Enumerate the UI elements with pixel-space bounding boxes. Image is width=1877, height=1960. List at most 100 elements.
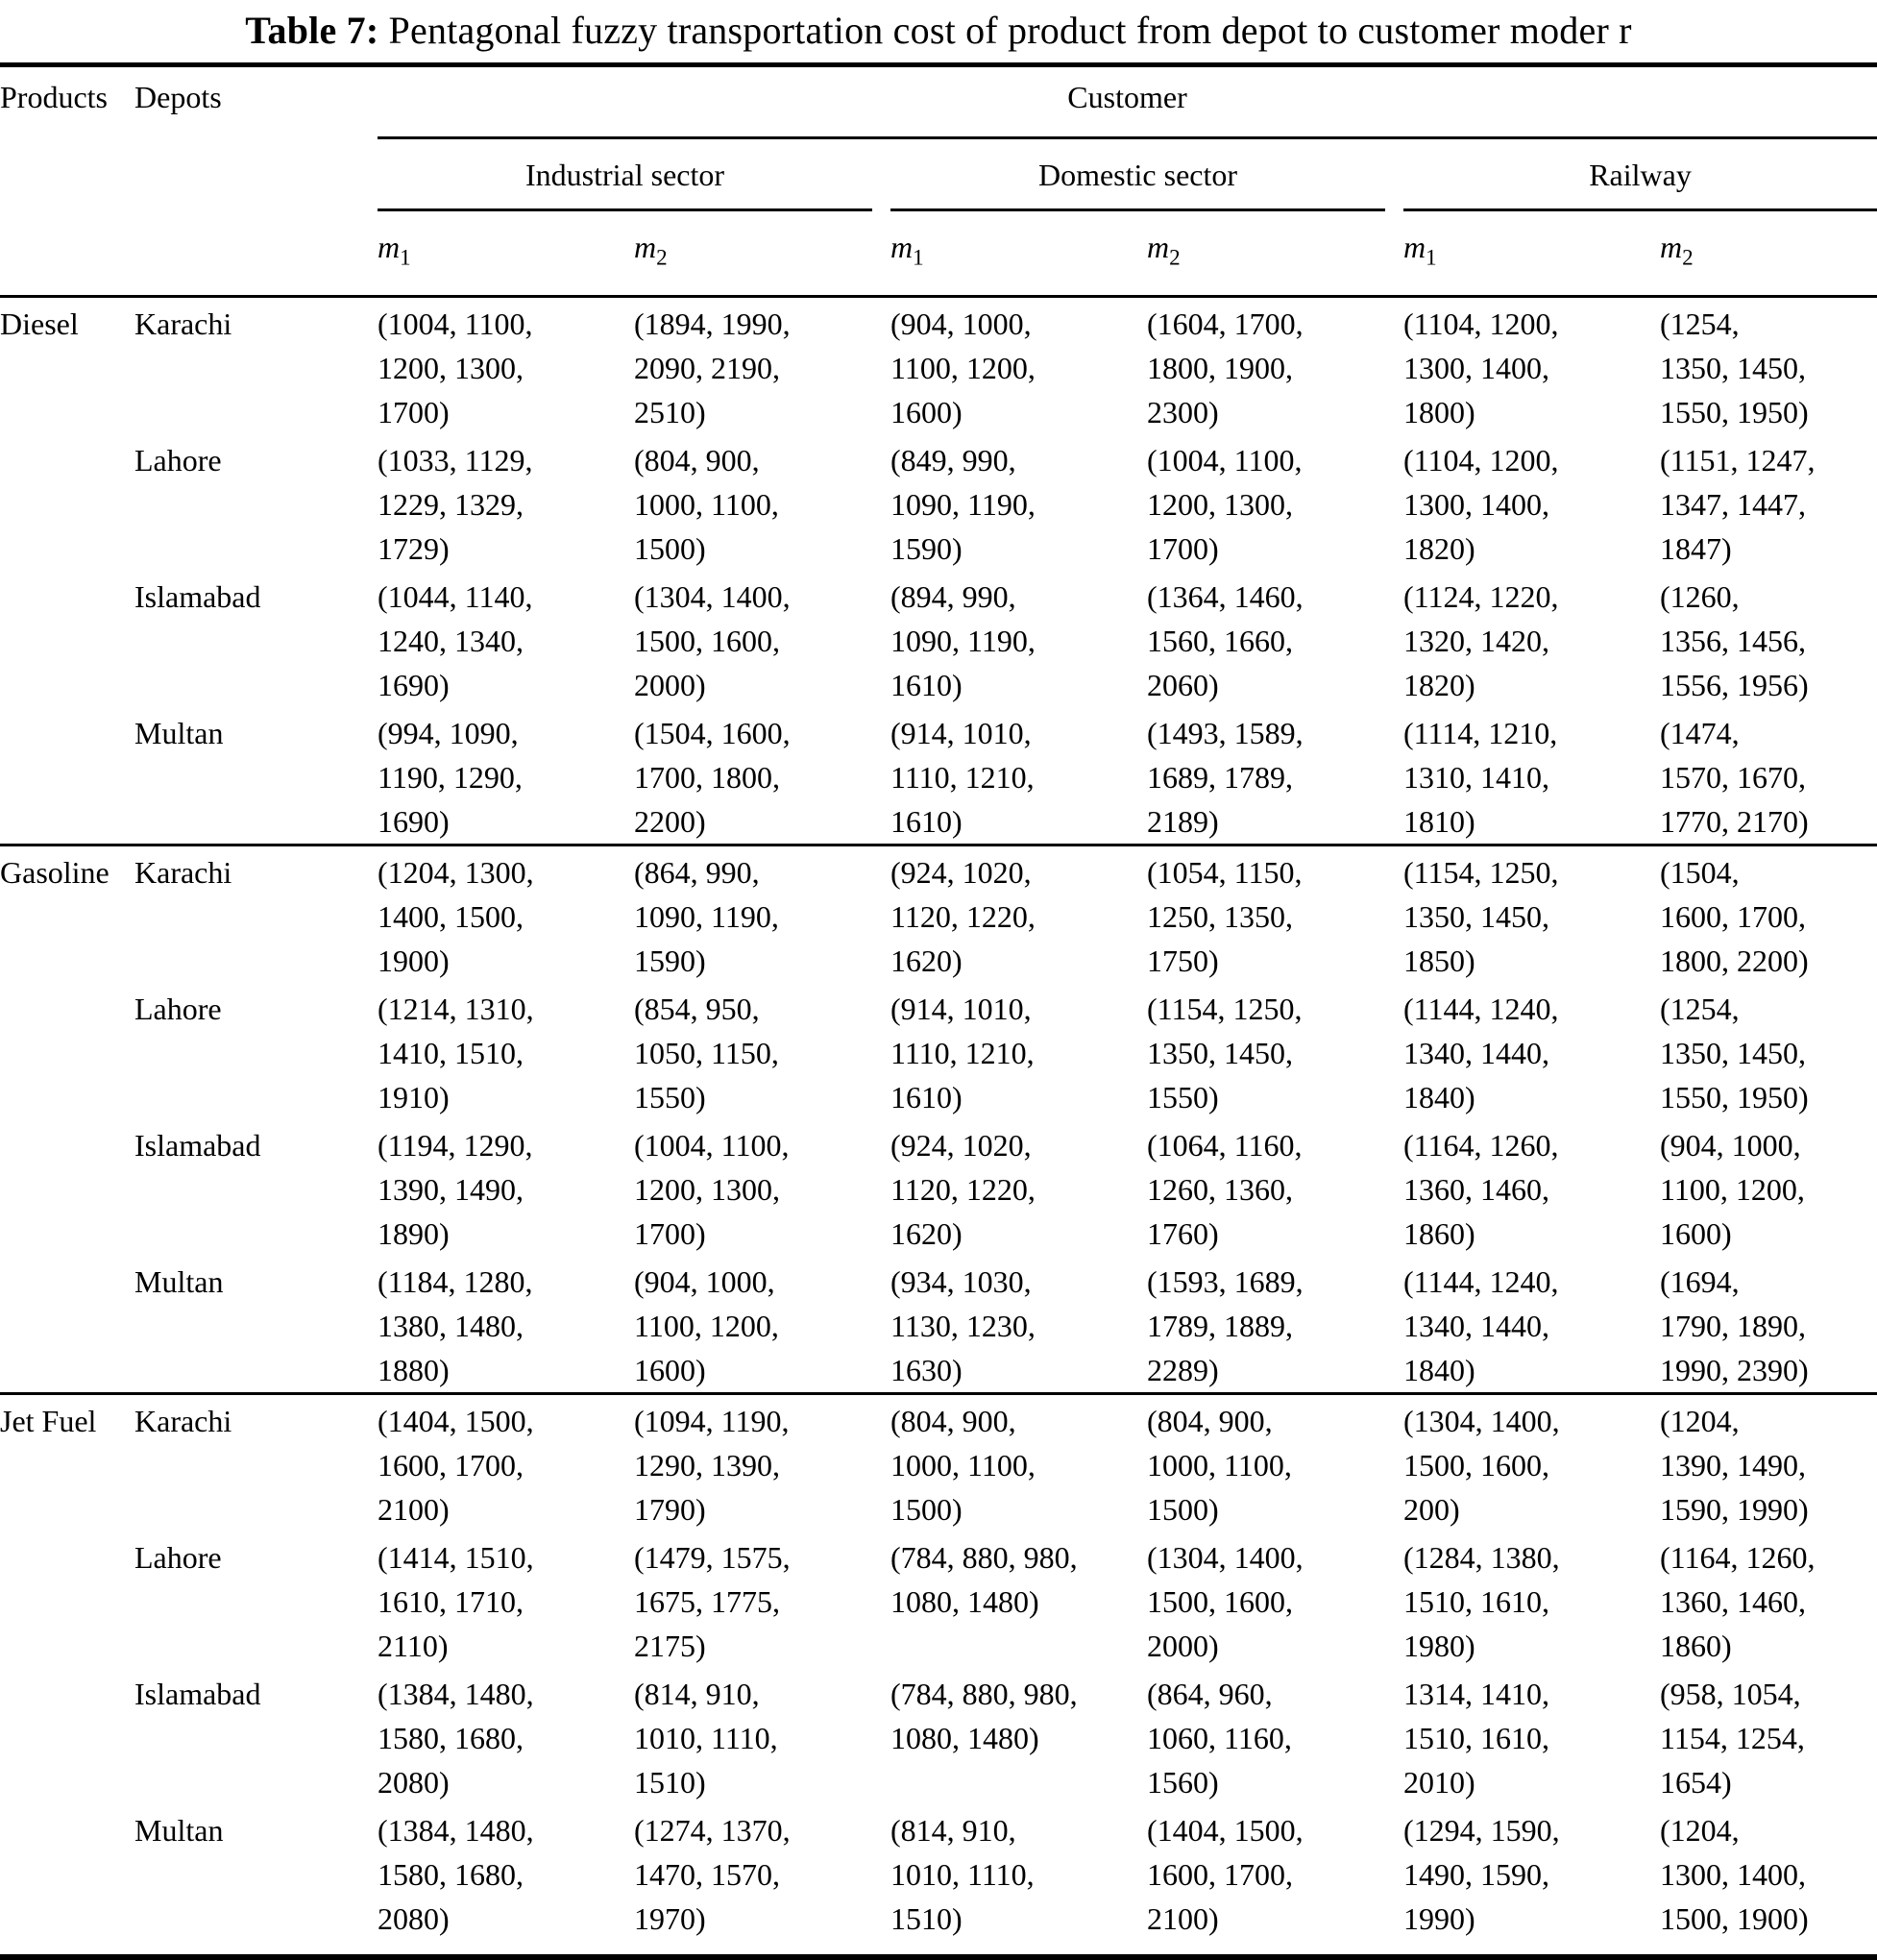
- product-label: Diesel: [0, 306, 79, 342]
- cost-table: Products Depots Customer Industrial sect…: [0, 62, 1877, 1960]
- depot-label: Karachi: [134, 1404, 232, 1439]
- depot-label: Islamabad: [134, 579, 261, 615]
- cost-cell: (1504, 1600, 1700, 1800, 2200): [634, 716, 791, 840]
- table-row: Multan (1184, 1280, 1380, 1480, 1880) (9…: [0, 1256, 1877, 1394]
- cost-cell: (914, 1010, 1110, 1210, 1610): [890, 716, 1035, 840]
- table-row: Lahore (1414, 1510, 1610, 1710, 2110) (1…: [0, 1531, 1877, 1668]
- table-row: Multan (1384, 1480, 1580, 1680, 2080) (1…: [0, 1804, 1877, 1957]
- cost-cell: (1004, 1100, 1200, 1300, 1700): [1147, 443, 1303, 567]
- cost-cell: (814, 910, 1010, 1110, 1510): [634, 1677, 778, 1801]
- cost-cell: (1593, 1689, 1789, 1889, 2289): [1147, 1264, 1304, 1388]
- table-row: Gasoline Karachi (1204, 1300, 1400, 1500…: [0, 845, 1877, 984]
- depot-label: Islamabad: [134, 1677, 261, 1712]
- cost-cell: (1114, 1210, 1310, 1410, 1810): [1403, 716, 1558, 840]
- depot-label: Multan: [134, 1813, 224, 1849]
- column-header-products: Products: [0, 80, 108, 114]
- depot-label: Multan: [134, 716, 224, 751]
- column-header-customer: Customer: [378, 64, 1877, 139]
- mode-header-industrial-m2: m2: [634, 230, 668, 270]
- depot-label: Lahore: [134, 992, 222, 1027]
- cost-cell: (1254, 1350, 1450, 1550, 1950): [1660, 992, 1809, 1115]
- cost-cell: (894, 990, 1090, 1190, 1610): [890, 579, 1036, 703]
- table-row: Jet Fuel Karachi (1404, 1500, 1600, 1700…: [0, 1394, 1877, 1532]
- cost-cell: (924, 1020, 1120, 1220, 1620): [890, 1128, 1036, 1252]
- depot-label: Karachi: [134, 306, 232, 342]
- cost-cell: (1304, 1400, 1500, 1600, 2000): [1147, 1540, 1304, 1664]
- table-row: Lahore (1033, 1129, 1229, 1329, 1729) (8…: [0, 434, 1877, 571]
- table-title-prefix: Table 7:: [245, 9, 379, 52]
- cost-cell: (1004, 1100, 1200, 1300, 1700): [634, 1128, 790, 1252]
- cost-cell: (1204, 1390, 1490, 1590, 1990): [1660, 1404, 1809, 1528]
- cost-cell: (814, 910, 1010, 1110, 1510): [890, 1813, 1035, 1937]
- cost-cell: (1479, 1575, 1675, 1775, 2175): [634, 1540, 791, 1664]
- cost-cell: (1474, 1570, 1670, 1770, 2170): [1660, 716, 1809, 840]
- cost-cell: (1204, 1300, 1400, 1500, 1900): [1660, 1813, 1809, 1937]
- cost-cell: (904, 1000, 1100, 1200, 1600): [1660, 1128, 1805, 1252]
- section-jet-fuel: Jet Fuel Karachi (1404, 1500, 1600, 1700…: [0, 1393, 1877, 1958]
- cost-cell: (864, 990, 1090, 1190, 1590): [634, 855, 779, 979]
- cost-cell: (1404, 1500, 1600, 1700, 2100): [378, 1404, 534, 1528]
- cost-cell: (804, 900, 1000, 1100, 1500): [890, 1404, 1036, 1528]
- domestic-sector-label: Domestic sector: [890, 153, 1385, 211]
- table-row: Multan (994, 1090, 1190, 1290, 1690) (15…: [0, 707, 1877, 845]
- cost-cell: (924, 1020, 1120, 1220, 1620): [890, 855, 1036, 979]
- depot-label: Multan: [134, 1264, 224, 1300]
- cost-cell: (1284, 1380, 1510, 1610, 1980): [1403, 1540, 1560, 1664]
- mode-header-railway-m1: m1: [1403, 230, 1437, 270]
- cost-cell: (1144, 1240, 1340, 1440, 1840): [1403, 1264, 1559, 1388]
- cost-cell: (784, 880, 980, 1080, 1480): [890, 1677, 1078, 1756]
- cost-cell: (1274, 1370, 1470, 1570, 1970): [634, 1813, 791, 1937]
- cost-cell: (1154, 1250, 1350, 1450, 1850): [1403, 855, 1559, 979]
- cost-cell: (904, 1000, 1100, 1200, 1600): [634, 1264, 779, 1388]
- mode-header-railway-m2: m2: [1660, 230, 1694, 270]
- cost-cell: (1204, 1300, 1400, 1500, 1900): [378, 855, 534, 979]
- depot-label: Karachi: [134, 855, 232, 891]
- cost-cell: (1304, 1400, 1500, 1600, 200): [1403, 1404, 1560, 1528]
- cost-cell: (1364, 1460, 1560, 1660, 2060): [1147, 579, 1304, 703]
- cost-cell: (1214, 1310, 1410, 1510, 1910): [378, 992, 534, 1115]
- cost-cell: (958, 1054, 1154, 1254, 1654): [1660, 1677, 1805, 1801]
- mode-header-industrial-m1: m1: [378, 230, 411, 270]
- mode-header-domestic-m2: m2: [1147, 230, 1181, 270]
- cost-cell: (804, 900, 1000, 1100, 1500): [634, 443, 779, 567]
- cost-cell: (1164, 1260, 1360, 1460, 1860): [1660, 1540, 1816, 1664]
- section-gasoline: Gasoline Karachi (1204, 1300, 1400, 1500…: [0, 845, 1877, 1394]
- cost-cell: (804, 900, 1000, 1100, 1500): [1147, 1404, 1292, 1528]
- table-row: Lahore (1214, 1310, 1410, 1510, 1910) (8…: [0, 983, 1877, 1119]
- cost-cell: (1304, 1400, 1500, 1600, 2000): [634, 579, 791, 703]
- cost-cell: (854, 950, 1050, 1150, 1550): [634, 992, 779, 1115]
- industrial-sector-label: Industrial sector: [378, 153, 872, 211]
- cost-cell: (1104, 1200, 1300, 1400, 1820): [1403, 443, 1559, 567]
- column-header-railway: Railway: [1403, 138, 1877, 211]
- cost-cell: (1254, 1350, 1450, 1550, 1950): [1660, 306, 1809, 430]
- cost-cell: (934, 1030, 1130, 1230, 1630): [890, 1264, 1036, 1388]
- table-row: Islamabad (1044, 1140, 1240, 1340, 1690)…: [0, 571, 1877, 707]
- mode-header-domestic-m1: m1: [890, 230, 924, 270]
- column-header-industrial-sector: Industrial sector: [378, 138, 890, 211]
- cost-cell: (1094, 1190, 1290, 1390, 1790): [634, 1404, 790, 1528]
- depot-label: Lahore: [134, 1540, 222, 1576]
- cost-cell: (994, 1090, 1190, 1290, 1690): [378, 716, 523, 840]
- cost-cell: (1184, 1280, 1380, 1480, 1880): [378, 1264, 533, 1388]
- table-row: Diesel Karachi (1004, 1100, 1200, 1300, …: [0, 297, 1877, 435]
- cost-cell: (1694, 1790, 1890, 1990, 2390): [1660, 1264, 1809, 1388]
- cost-cell: (1294, 1590, 1490, 1590, 1990): [1403, 1813, 1560, 1937]
- table-title: Table 7: Pentagonal fuzzy transportation…: [0, 0, 1877, 62]
- cost-cell: (1894, 1990, 2090, 2190, 2510): [634, 306, 791, 430]
- cost-cell: (1384, 1480, 1580, 1680, 2080): [378, 1813, 534, 1937]
- cost-cell: (1404, 1500, 1600, 1700, 2100): [1147, 1813, 1304, 1937]
- table-title-text: Pentagonal fuzzy transportation cost of …: [388, 9, 1632, 52]
- product-label: Gasoline: [0, 855, 110, 891]
- cost-cell: (904, 1000, 1100, 1200, 1600): [890, 306, 1036, 430]
- cost-cell: (1104, 1200, 1300, 1400, 1800): [1403, 306, 1559, 430]
- railway-label: Railway: [1403, 153, 1877, 211]
- cost-table-header: Products Depots Customer Industrial sect…: [0, 64, 1877, 297]
- cost-cell: (1504, 1600, 1700, 1800, 2200): [1660, 855, 1809, 979]
- column-header-domestic-sector: Domestic sector: [890, 138, 1403, 211]
- cost-cell: (1154, 1250, 1350, 1450, 1550): [1147, 992, 1303, 1115]
- cost-cell: 1314, 1410, 1510, 1610, 2010): [1403, 1677, 1549, 1801]
- cost-cell: (1124, 1220, 1320, 1420, 1820): [1403, 579, 1559, 703]
- depot-label: Lahore: [134, 443, 222, 478]
- table-row: Islamabad (1384, 1480, 1580, 1680, 2080)…: [0, 1668, 1877, 1804]
- cost-cell: (1151, 1247, 1347, 1447, 1847): [1660, 443, 1816, 567]
